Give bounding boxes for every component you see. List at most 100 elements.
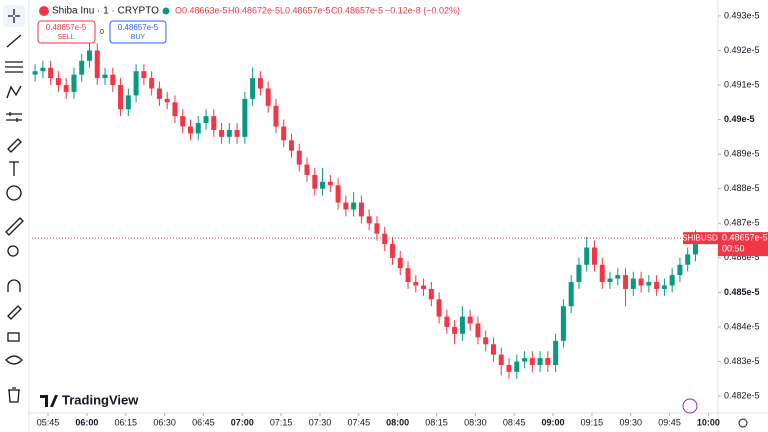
candle-body (110, 74, 116, 86)
y-tick-label: 0.484e-5 (724, 321, 760, 331)
candle-body (553, 340, 559, 365)
candle-body (219, 129, 225, 137)
x-tick-label: 07:45 (348, 417, 371, 427)
buy-label: BUY (131, 34, 146, 41)
candle-body (654, 282, 660, 289)
x-tick-label: 07:00 (231, 417, 254, 427)
pattern-tool[interactable] (6, 85, 22, 99)
y-tick-label: 0.491e-5 (724, 79, 760, 89)
x-tick-label: 06:45 (192, 417, 215, 427)
candle-body (335, 185, 341, 203)
ohlc-low: L0.48657e-5 (280, 5, 331, 15)
candle-body (459, 316, 465, 334)
candle-body (118, 85, 124, 110)
candle-body (630, 278, 636, 289)
candle-body (661, 285, 667, 289)
candle-body (638, 278, 644, 286)
x-tick-label: 08:00 (386, 417, 409, 427)
candle-body (576, 264, 582, 283)
market-status (162, 7, 170, 15)
candle-body (428, 288, 434, 300)
x-tick-label: 09:00 (542, 417, 565, 427)
candle-body (444, 316, 450, 327)
delete-tool[interactable] (8, 387, 20, 403)
candle-body (467, 316, 473, 324)
candle-body (343, 202, 349, 210)
sell-price: 0.48657e-5 (46, 23, 87, 32)
crosshair-tool[interactable] (3, 5, 25, 27)
spread: 0 (100, 29, 104, 36)
candle-body (141, 71, 147, 79)
ohlc-close: C0.48657e-5 (331, 5, 383, 15)
ohlc-change: −0.12e-8 (−0.02%) (385, 5, 460, 15)
candle-body (537, 358, 543, 365)
crosshair-icon (8, 9, 20, 23)
zoom-tool[interactable] (7, 245, 19, 257)
candle-body (320, 181, 326, 189)
x-tick-label: 06:00 (75, 417, 98, 427)
candle-body (483, 337, 489, 345)
candle-body (607, 278, 613, 283)
candle-body (591, 247, 597, 265)
candle-body (498, 354, 504, 365)
trendline-tool[interactable] (6, 34, 22, 48)
buy-price: 0.48657e-5 (118, 23, 159, 32)
toolbar (0, 0, 30, 432)
candle-body (133, 71, 139, 96)
y-tick-label: 0.482e-5 (724, 390, 760, 400)
candle-body (389, 244, 395, 258)
x-tick-label: 06:30 (153, 417, 176, 427)
plot: 0.493e-5 0.492e-5 0.491e-5 0.49e-5 0.489e-5 0… (32, 10, 768, 427)
candle-body (522, 358, 528, 362)
price-tag-label: 0.48657e-5 (722, 233, 768, 243)
candle-body (94, 50, 100, 79)
candle-body (79, 60, 85, 75)
candle-body (327, 181, 333, 186)
lightning-button[interactable] (682, 398, 698, 414)
sell-button[interactable] (37, 20, 96, 44)
candle-body (405, 268, 411, 283)
candle-body (436, 299, 442, 317)
candle-body (615, 275, 621, 279)
candle-body (40, 67, 46, 72)
candle-body (149, 78, 155, 89)
candle-body (195, 123, 201, 134)
price-tag (718, 232, 768, 257)
magnet-tool[interactable] (7, 279, 21, 292)
x-tick-label: 10:00 (697, 417, 720, 427)
candle-body (421, 285, 427, 289)
lock-tool[interactable] (7, 332, 20, 342)
fib-tool[interactable] (5, 61, 23, 73)
ruler-tool[interactable] (5, 217, 24, 236)
icon-tool[interactable] (6, 185, 22, 201)
candle-body (281, 126, 287, 141)
settings-button[interactable] (738, 418, 748, 428)
hide-tool[interactable] (5, 355, 23, 365)
candle-body (273, 105, 279, 127)
candle-body (358, 202, 364, 217)
logo-mark (40, 395, 58, 407)
x-tick-label: 08:30 (464, 417, 487, 427)
candle-body (685, 254, 691, 265)
candle-body (413, 282, 419, 286)
candle-body (560, 306, 566, 341)
candle-body (304, 164, 310, 175)
x-tick-label: 06:15 (114, 417, 137, 427)
candle-body (125, 95, 131, 110)
stay-drawing-tool[interactable] (7, 305, 22, 320)
x-tick-label: 08:45 (503, 417, 526, 427)
candle-body (242, 98, 248, 137)
candle-body (382, 233, 388, 245)
candle-body (296, 150, 302, 165)
candle-body (584, 247, 590, 265)
candle-body (669, 275, 675, 286)
text-tool[interactable] (9, 161, 19, 176)
brush-tool[interactable] (7, 138, 22, 153)
buy-button[interactable] (109, 20, 167, 44)
symbol-title: Shiba Inu · 1 · CRYPTO (52, 6, 159, 17)
candle-body (529, 358, 535, 365)
candle-body (374, 223, 380, 234)
prediction-tool[interactable] (6, 112, 22, 122)
x-tick-label: 07:30 (309, 417, 332, 427)
